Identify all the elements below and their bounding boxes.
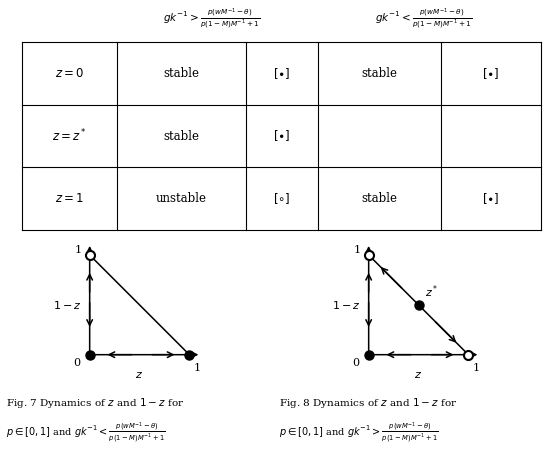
Text: $[\bullet]$: $[\bullet]$ bbox=[482, 191, 500, 206]
Text: stable: stable bbox=[163, 129, 199, 143]
Text: $z$: $z$ bbox=[136, 370, 143, 379]
Text: 1: 1 bbox=[473, 363, 480, 373]
Text: $[\bullet]$: $[\bullet]$ bbox=[482, 66, 500, 81]
Text: 1: 1 bbox=[194, 363, 201, 373]
Text: 0: 0 bbox=[352, 358, 359, 368]
Text: stable: stable bbox=[362, 192, 397, 205]
Text: $p\in [0,1]$ and $gk^{-1} > \frac{p(wM^{-1}-\theta)}{p(1-M)M^{-1}+1}$: $p\in [0,1]$ and $gk^{-1} > \frac{p(wM^{… bbox=[279, 420, 439, 444]
Text: $[\bullet]$: $[\bullet]$ bbox=[273, 66, 291, 81]
Text: Fig. 7 Dynamics of $z$ and $1-z$ for: Fig. 7 Dynamics of $z$ and $1-z$ for bbox=[6, 396, 184, 410]
Text: $z=0$: $z=0$ bbox=[55, 67, 84, 80]
Text: $1-z$: $1-z$ bbox=[54, 299, 82, 311]
Text: $z=z^*$: $z=z^*$ bbox=[52, 128, 87, 144]
Text: $[\circ]$: $[\circ]$ bbox=[273, 191, 291, 206]
Text: stable: stable bbox=[362, 67, 397, 80]
Text: $z^*$: $z^*$ bbox=[426, 283, 439, 300]
Text: 1: 1 bbox=[74, 245, 81, 255]
Text: $1-z$: $1-z$ bbox=[333, 299, 361, 311]
Text: $p\in [0,1]$ and $gk^{-1} < \frac{p(wM^{-1}-\theta)}{p(1-M)M^{-1}+1}$: $p\in [0,1]$ and $gk^{-1} < \frac{p(wM^{… bbox=[6, 420, 165, 444]
Text: 1: 1 bbox=[353, 245, 360, 255]
Text: $gk^{-1} > \frac{p(wM^{-1}-\theta)}{p(1-M)M^{-1}+1}$: $gk^{-1} > \frac{p(wM^{-1}-\theta)}{p(1-… bbox=[163, 7, 261, 31]
Text: Fig. 8 Dynamics of $z$ and $1-z$ for: Fig. 8 Dynamics of $z$ and $1-z$ for bbox=[279, 396, 458, 410]
Text: $z$: $z$ bbox=[415, 370, 422, 379]
Text: unstable: unstable bbox=[156, 192, 207, 205]
Text: $z=1$: $z=1$ bbox=[55, 192, 84, 205]
Text: $[\bullet]$: $[\bullet]$ bbox=[273, 129, 291, 144]
Text: stable: stable bbox=[163, 67, 199, 80]
Text: 0: 0 bbox=[73, 358, 80, 368]
Text: $gk^{-1} < \frac{p(wM^{-1}-\theta)}{p(1-M)M^{-1}+1}$: $gk^{-1} < \frac{p(wM^{-1}-\theta)}{p(1-… bbox=[376, 7, 473, 31]
